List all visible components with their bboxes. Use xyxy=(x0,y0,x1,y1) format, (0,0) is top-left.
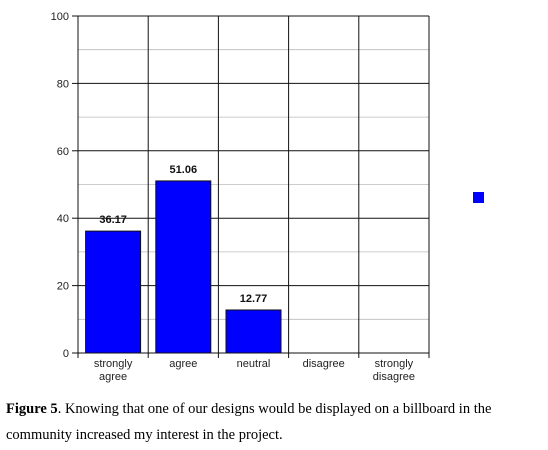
figure-label: Figure 5 xyxy=(6,401,58,417)
y-tick-label: 20 xyxy=(57,281,69,293)
bar xyxy=(85,230,142,354)
legend-swatch xyxy=(473,192,484,203)
y-tick-label: 80 xyxy=(57,78,69,90)
x-tick-label: agree xyxy=(169,358,197,370)
x-tick-label-line: disagree xyxy=(303,358,345,370)
x-tick-label: neutral xyxy=(237,358,271,370)
caption-text: . Knowing that one of our designs would … xyxy=(6,401,492,443)
x-tick-label-line: strongly xyxy=(375,358,414,370)
y-tick-label: 60 xyxy=(57,146,69,158)
x-tick-label-line: agree xyxy=(99,371,127,383)
data-label: 12.77 xyxy=(240,293,268,305)
figure-caption: Figure 5. Knowing that one of our design… xyxy=(6,396,546,448)
y-tick-label: 40 xyxy=(57,213,69,225)
data-label: 36.17 xyxy=(99,214,127,226)
x-tick-label-line: neutral xyxy=(237,358,271,370)
bar xyxy=(155,180,212,354)
y-tick-label: 100 xyxy=(51,11,69,23)
y-tick-label: 0 xyxy=(63,348,69,360)
x-tick-label-line: disagree xyxy=(373,371,415,383)
bar xyxy=(225,309,282,354)
x-tick-label-line: agree xyxy=(169,358,197,370)
x-tick-label: strongly agree xyxy=(94,358,133,383)
x-tick-label: strongly disagree xyxy=(373,358,415,383)
x-tick-label-line: strongly xyxy=(94,358,133,370)
x-tick-label: disagree xyxy=(303,358,345,370)
bars xyxy=(85,180,282,354)
y-axis: 0 20 40 60 80 100 xyxy=(51,11,78,360)
data-label: 51.06 xyxy=(170,164,198,176)
chart-grid xyxy=(77,15,430,354)
data-labels: 36.17 51.06 12.77 xyxy=(99,164,267,305)
